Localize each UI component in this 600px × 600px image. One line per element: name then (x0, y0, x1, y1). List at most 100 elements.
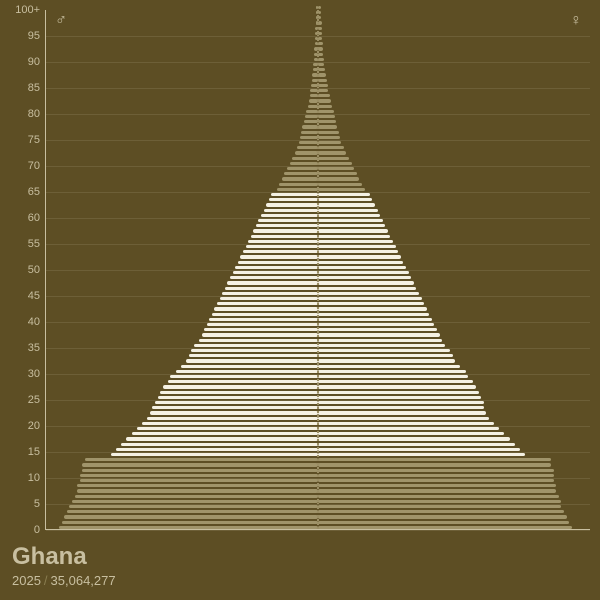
female-bar (318, 183, 362, 186)
male-bar (72, 500, 318, 503)
y-tick-label: 15 (10, 446, 40, 458)
gridline (46, 114, 590, 115)
female-bar (318, 89, 328, 92)
female-bar (318, 417, 489, 420)
male-bar (235, 266, 318, 269)
y-tick-label: 20 (10, 420, 40, 432)
male-bar (170, 375, 318, 378)
male-bar (304, 120, 318, 123)
male-bar (292, 157, 318, 160)
female-bar (318, 162, 352, 165)
female-bar (318, 479, 554, 482)
y-tick-label: 45 (10, 290, 40, 302)
y-tick-label: 80 (10, 108, 40, 120)
female-bar (318, 224, 385, 227)
gridline (46, 270, 590, 271)
male-bar (186, 359, 318, 362)
y-tick-label: 70 (10, 160, 40, 172)
female-bar (318, 245, 396, 248)
female-bar (318, 510, 564, 513)
male-bar (261, 214, 318, 217)
male-bar (207, 323, 318, 326)
female-bar (318, 193, 370, 196)
y-tick-label: 95 (10, 30, 40, 42)
female-bar (318, 6, 321, 9)
gridline (46, 36, 590, 37)
male-bar (176, 370, 318, 373)
male-bar (269, 198, 318, 201)
female-bar (318, 219, 383, 222)
female-bar (318, 240, 393, 243)
male-bar (302, 125, 318, 128)
y-tick-label: 35 (10, 342, 40, 354)
male-bar (150, 411, 318, 414)
female-bar (318, 453, 525, 456)
male-bar (199, 339, 318, 342)
female-bar (318, 146, 344, 149)
male-bar (116, 448, 318, 451)
female-bar (318, 323, 434, 326)
female-bar (318, 120, 336, 123)
male-bar (271, 193, 318, 196)
male-bar (297, 146, 318, 149)
y-tick-label: 90 (10, 56, 40, 68)
male-bar (155, 401, 318, 404)
female-bar (318, 172, 357, 175)
male-bar (80, 479, 318, 482)
male-bar (243, 250, 318, 253)
male-bar (256, 224, 318, 227)
female-bar (318, 354, 453, 357)
female-bar (318, 448, 520, 451)
y-tick-label: 50 (10, 264, 40, 276)
female-bar (318, 271, 409, 274)
male-bar (214, 307, 318, 310)
male-bar (121, 443, 318, 446)
female-bar (318, 73, 326, 76)
male-bar (69, 505, 318, 508)
female-bar (318, 484, 556, 487)
male-bar (77, 489, 318, 492)
female-bar (318, 349, 450, 352)
male-bar (264, 209, 318, 212)
female-bar (318, 287, 416, 290)
female-bar (318, 125, 337, 128)
female-bar (318, 328, 437, 331)
male-bar (300, 136, 318, 139)
female-bar (318, 229, 388, 232)
female-bar (318, 495, 559, 498)
female-bar (318, 443, 515, 446)
male-bar (251, 235, 318, 238)
male-bar (225, 287, 318, 290)
gridline (46, 192, 590, 193)
subtitle: 2025/35,064,277 (12, 573, 116, 588)
female-bar (318, 365, 460, 368)
female-bar (318, 333, 440, 336)
y-tick-label: 0 (10, 524, 40, 536)
female-bar (318, 313, 429, 316)
female-bar (318, 105, 332, 108)
male-bar (80, 474, 318, 477)
female-bar (318, 370, 466, 373)
male-bar (168, 380, 318, 383)
gridline (46, 62, 590, 63)
gridline (46, 374, 590, 375)
y-tick-label: 75 (10, 134, 40, 146)
female-bar (318, 526, 572, 529)
female-bar (318, 68, 325, 71)
female-bar (318, 99, 331, 102)
male-bar (238, 261, 318, 264)
male-bar (258, 219, 318, 222)
female-bar (318, 469, 554, 472)
male-bar (181, 365, 318, 368)
female-bar (318, 489, 556, 492)
male-bar (152, 406, 318, 409)
male-symbol-icon: ♂ (55, 12, 67, 30)
female-bar (318, 115, 335, 118)
gridline (46, 478, 590, 479)
female-bar (318, 505, 561, 508)
female-bar (318, 391, 479, 394)
population-label: 35,064,277 (51, 573, 116, 588)
female-bar (318, 261, 403, 264)
male-bar (189, 354, 318, 357)
female-bar (318, 131, 339, 134)
